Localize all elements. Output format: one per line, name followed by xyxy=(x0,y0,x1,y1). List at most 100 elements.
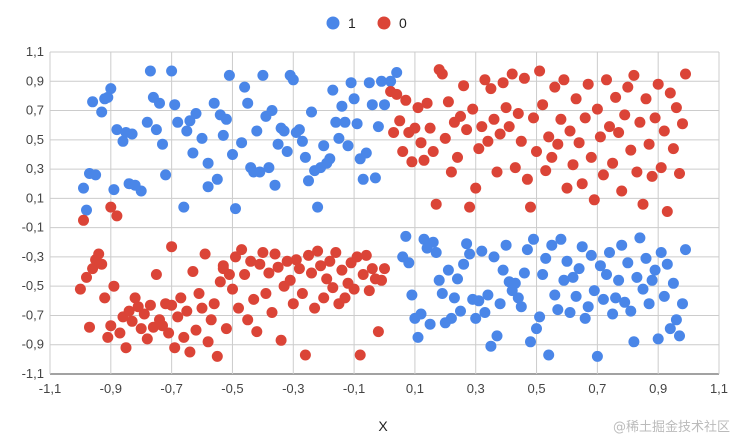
data-point-series-0 xyxy=(415,137,427,149)
data-point-series-0 xyxy=(376,274,387,286)
data-point-series-1 xyxy=(150,124,162,136)
data-point-series-0 xyxy=(567,159,579,171)
data-point-series-0 xyxy=(680,68,691,80)
data-point-series-1 xyxy=(555,233,567,245)
data-point-series-1 xyxy=(400,230,412,242)
data-point-series-0 xyxy=(208,298,220,310)
data-point-series-1 xyxy=(640,252,652,264)
data-point-series-0 xyxy=(661,206,673,217)
data-point-series-0 xyxy=(269,248,281,260)
data-point-series-0 xyxy=(552,138,564,150)
data-point-series-0 xyxy=(263,267,275,279)
data-point-series-1 xyxy=(628,336,640,348)
data-point-series-0 xyxy=(123,305,135,317)
data-point-series-0 xyxy=(476,121,488,133)
data-point-series-0 xyxy=(175,292,187,304)
x-tick-label: -1,1 xyxy=(39,381,61,396)
data-point-series-1 xyxy=(87,96,99,108)
data-point-series-1 xyxy=(251,125,263,137)
data-point-series-1 xyxy=(223,69,235,81)
data-point-series-0 xyxy=(242,314,254,326)
data-point-series-0 xyxy=(512,108,524,119)
data-point-series-1 xyxy=(585,249,597,261)
data-point-series-0 xyxy=(178,331,190,343)
data-point-series-1 xyxy=(90,169,102,181)
data-point-series-0 xyxy=(150,269,162,280)
data-point-series-1 xyxy=(528,233,539,245)
data-point-series-0 xyxy=(172,311,184,323)
data-point-series-1 xyxy=(448,292,460,304)
data-point-series-0 xyxy=(534,65,546,77)
data-point-series-1 xyxy=(369,172,381,184)
data-point-series-1 xyxy=(342,140,354,152)
data-point-series-1 xyxy=(242,97,254,109)
data-point-series-0 xyxy=(561,182,573,194)
data-point-series-0 xyxy=(306,267,317,279)
data-point-series-0 xyxy=(445,166,457,178)
data-point-series-1 xyxy=(616,239,628,251)
x-tick-label: -0,3 xyxy=(282,381,304,396)
data-point-series-1 xyxy=(327,84,339,96)
data-point-series-1 xyxy=(418,233,430,245)
data-point-series-0 xyxy=(473,143,485,155)
data-point-series-0 xyxy=(248,293,260,305)
data-point-series-0 xyxy=(312,245,324,257)
data-point-series-1 xyxy=(108,184,120,196)
data-point-series-0 xyxy=(601,74,612,86)
data-point-series-0 xyxy=(257,247,269,258)
data-point-series-0 xyxy=(464,201,476,213)
data-point-series-1 xyxy=(227,149,238,160)
data-point-series-1 xyxy=(485,340,497,352)
data-point-series-0 xyxy=(458,80,470,92)
y-tick-label: -0,1 xyxy=(22,220,44,235)
data-point-series-0 xyxy=(236,244,248,256)
data-point-series-1 xyxy=(160,169,172,181)
data-point-series-1 xyxy=(570,290,582,302)
data-point-series-1 xyxy=(610,292,622,304)
data-point-series-1 xyxy=(105,83,117,95)
data-point-series-0 xyxy=(251,326,263,338)
data-point-series-0 xyxy=(591,103,603,115)
data-point-series-0 xyxy=(664,87,676,99)
data-point-series-0 xyxy=(594,131,606,143)
data-point-series-0 xyxy=(470,182,482,194)
x-tick-label: -0,7 xyxy=(160,381,182,396)
data-point-series-0 xyxy=(299,349,311,361)
data-point-series-0 xyxy=(211,350,223,362)
data-points xyxy=(74,64,691,362)
data-point-series-0 xyxy=(497,77,509,89)
data-point-series-1 xyxy=(366,99,378,111)
data-point-series-0 xyxy=(275,334,287,346)
y-tick-label: 0,9 xyxy=(26,73,44,88)
data-point-series-1 xyxy=(442,264,454,276)
data-point-series-0 xyxy=(424,122,436,134)
data-point-series-0 xyxy=(555,113,567,125)
data-point-series-0 xyxy=(184,346,196,358)
data-point-series-0 xyxy=(363,285,375,297)
data-point-series-0 xyxy=(670,102,682,114)
data-point-series-0 xyxy=(147,321,159,333)
x-tick-label: 0,5 xyxy=(528,381,546,396)
data-point-series-1 xyxy=(78,182,89,194)
data-point-series-0 xyxy=(616,185,628,197)
data-point-series-1 xyxy=(330,116,342,128)
data-point-series-1 xyxy=(525,336,536,348)
data-point-series-1 xyxy=(403,257,415,269)
data-point-series-0 xyxy=(266,307,278,318)
data-point-series-0 xyxy=(421,97,433,109)
data-point-series-1 xyxy=(509,277,521,289)
data-point-series-0 xyxy=(640,93,652,105)
data-point-series-0 xyxy=(330,247,342,258)
data-point-series-1 xyxy=(601,269,612,280)
data-point-series-1 xyxy=(637,283,649,295)
data-point-series-1 xyxy=(172,116,184,128)
data-point-series-1 xyxy=(363,77,375,89)
data-point-series-0 xyxy=(503,121,515,133)
data-point-series-1 xyxy=(461,238,473,250)
data-point-series-0 xyxy=(360,249,372,261)
data-point-series-1 xyxy=(515,301,527,313)
data-point-series-1 xyxy=(613,274,625,286)
data-point-series-1 xyxy=(540,252,552,264)
data-point-series-1 xyxy=(634,232,646,244)
data-point-series-0 xyxy=(625,144,637,156)
